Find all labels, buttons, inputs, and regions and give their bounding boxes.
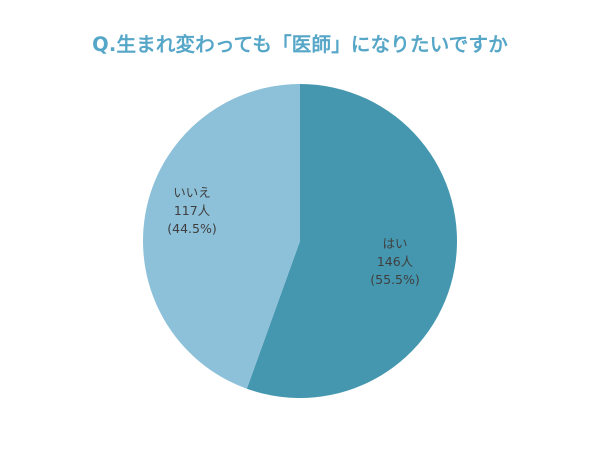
pie-slice-yes[interactable] <box>246 84 457 398</box>
pie-slice-label-yes: はい 146人 (55.5%) <box>345 235 445 289</box>
pie-svg <box>142 84 457 398</box>
chart-title: Q.生まれ変わっても「医師」になりたいですか <box>92 33 508 56</box>
pie-slice-label-no-percent: (44.5%) <box>167 221 217 236</box>
pie-slice-label-yes-name: はい <box>382 236 408 251</box>
pie-slice-no[interactable] <box>142 84 300 389</box>
pie-slice-label-no-value: 117人 <box>173 203 211 218</box>
pie-plot-area <box>142 84 457 398</box>
pie-slice-label-no: いいえ 117人 (44.5%) <box>142 184 242 238</box>
pie-slice-label-yes-value: 146人 <box>376 254 414 269</box>
pie-slice-label-yes-percent: (55.5%) <box>370 272 420 287</box>
pie-slice-label-no-name: いいえ <box>173 185 211 200</box>
